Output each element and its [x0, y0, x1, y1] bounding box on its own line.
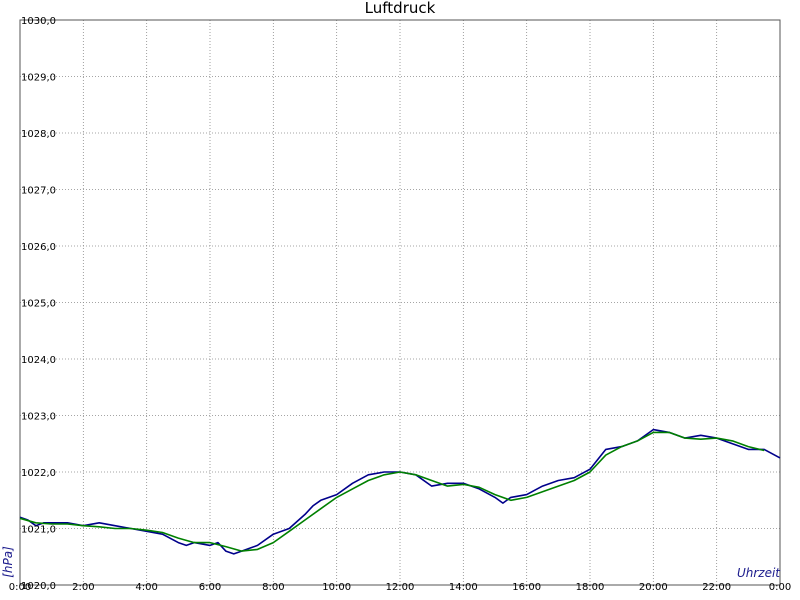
- x-tick-label: 20:00: [639, 582, 668, 593]
- plot-area-border: [19, 19, 781, 586]
- y-tick-label: 1022,0: [21, 468, 56, 479]
- x-tick-label: 12:00: [386, 582, 415, 593]
- x-tick-label: 14:00: [449, 582, 478, 593]
- y-tick-label: 1027,0: [21, 186, 56, 197]
- y-tick-label: 1030,0: [21, 16, 56, 27]
- y-tick-labels: 1020,0 1021,0 1022,0 1023,0 1024,0 1025,0 1026…: [21, 16, 56, 592]
- x-tick-label: 18:00: [576, 582, 605, 593]
- x-tick-label: 0:00: [769, 582, 791, 593]
- x-tick-label: 4:00: [135, 582, 157, 593]
- y-tick-label: 1024,0: [21, 355, 56, 366]
- x-tick-label: 16:00: [512, 582, 541, 593]
- y-tick-label: 1020,0: [21, 581, 56, 592]
- chart-title: Luftdruck: [365, 0, 436, 17]
- y-tick-label: 1023,0: [21, 412, 56, 423]
- x-axis-label: Uhrzeit: [737, 566, 781, 580]
- grid-lines: [20, 20, 780, 585]
- y-tick-label: 1025,0: [21, 299, 56, 310]
- x-tick-label: 2:00: [72, 582, 94, 593]
- x-tick-label: 0:00: [9, 582, 31, 593]
- y-tick-label: 1029,0: [21, 73, 56, 84]
- y-tick-label: 1026,0: [21, 242, 56, 253]
- y-tick-label: 1028,0: [21, 129, 56, 140]
- x-tick-label: 22:00: [702, 582, 731, 593]
- y-tick-label: 1021,0: [21, 525, 56, 536]
- pressure-smoothed-line: [19, 431, 765, 552]
- x-tick-label: 8:00: [262, 582, 284, 593]
- y-axis-label: [hPa]: [1, 546, 15, 578]
- x-tick-labels: 0:00 2:00 4:00 6:00 8:00 10:00 12:00 14:00 16:00…: [9, 582, 791, 593]
- series-layer: [19, 428, 781, 555]
- x-tick-label: 10:00: [322, 582, 351, 593]
- x-tick-label: 6:00: [199, 582, 221, 593]
